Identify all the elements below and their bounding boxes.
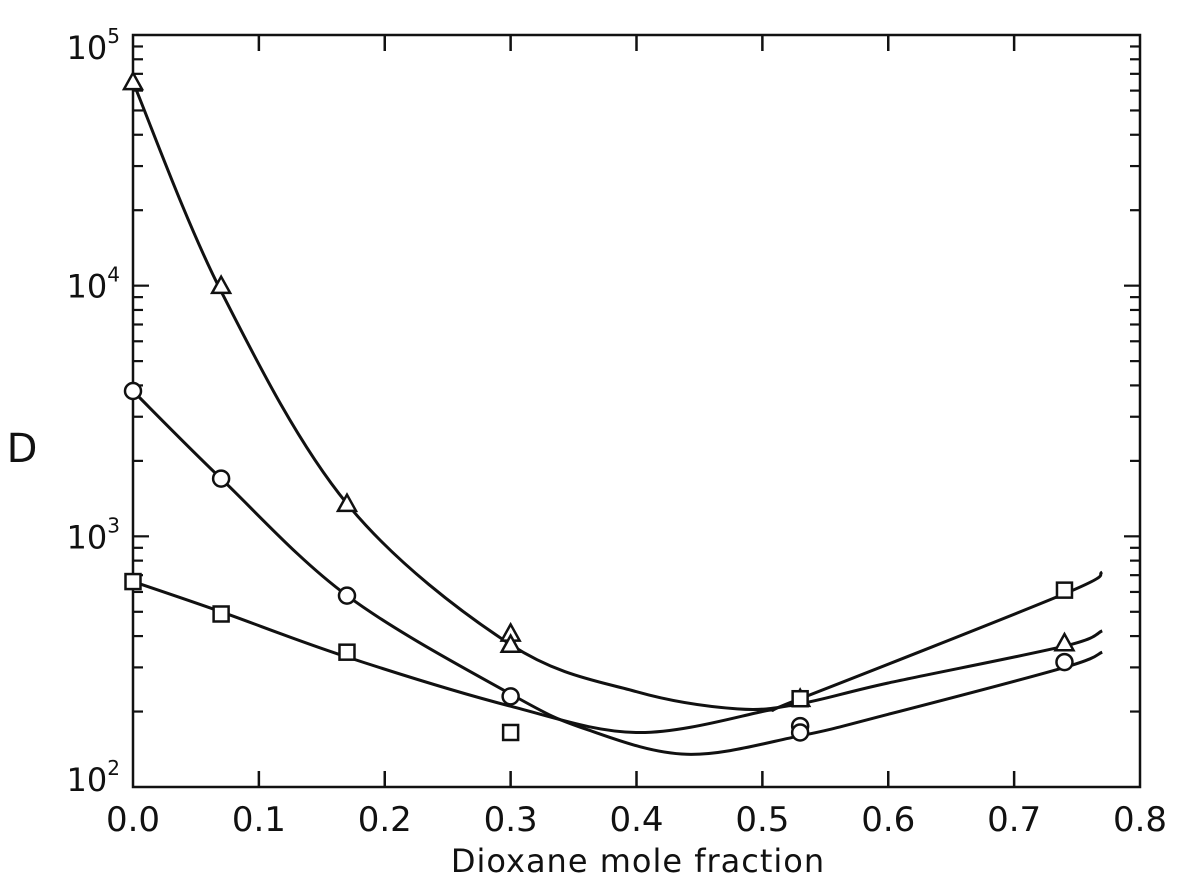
triangle-marker xyxy=(121,70,145,91)
axes-frame-layer xyxy=(131,33,1142,789)
x-tick-label: 0.4 xyxy=(609,800,663,840)
y-tick-label: 103 xyxy=(67,513,120,556)
circle-marker xyxy=(123,381,143,401)
y-tick-label-base: 10 xyxy=(67,761,108,799)
circle-marker xyxy=(790,723,810,742)
square-marker xyxy=(1055,581,1074,599)
y-tick-label: 104 xyxy=(67,263,120,306)
square-marker xyxy=(338,643,356,661)
y-tick-label-exponent: 3 xyxy=(107,513,120,537)
circle-marker xyxy=(211,469,231,488)
triangle-marker xyxy=(499,632,522,654)
x-tick-label: 0.8 xyxy=(1113,800,1167,840)
y-tick-label-base: 10 xyxy=(67,268,108,306)
x-tick-label: 0.7 xyxy=(987,800,1041,840)
circle-series-curve xyxy=(131,389,1103,756)
triangle-series-curve xyxy=(131,81,1103,711)
curves-layer xyxy=(131,81,1104,756)
y-tick-label-exponent: 5 xyxy=(107,24,120,48)
y-tick-label: 102 xyxy=(67,756,120,799)
y-tick-label-exponent: 2 xyxy=(107,756,120,780)
x-axis-label: Dioxane mole fraction xyxy=(451,842,825,880)
y-tick-label: 105 xyxy=(67,24,120,67)
circle-marker xyxy=(1055,652,1074,672)
y-tick-label-base: 10 xyxy=(67,518,108,556)
triangle-marker xyxy=(209,274,233,295)
square-marker xyxy=(212,605,230,623)
markers-layer xyxy=(121,70,1076,742)
x-tick-label: 0.0 xyxy=(106,800,160,840)
triangle-marker xyxy=(1053,631,1076,652)
y-axis-label: D xyxy=(7,426,38,472)
square-marker xyxy=(124,572,142,591)
square-marker xyxy=(791,689,809,708)
circle-marker xyxy=(501,687,520,706)
y-tick-label-exponent: 4 xyxy=(107,263,120,287)
x-tick-label: 0.6 xyxy=(861,800,915,840)
x-tick-label: 0.2 xyxy=(358,800,412,840)
square-marker xyxy=(501,723,520,742)
x-tick-label: 0.1 xyxy=(232,800,286,840)
x-tick-label: 0.5 xyxy=(735,800,789,840)
y-tick-label-base: 10 xyxy=(67,29,108,67)
triangle-marker xyxy=(335,492,359,513)
square-series-curve xyxy=(132,570,1104,735)
x-tick-label: 0.3 xyxy=(484,800,538,840)
circle-marker xyxy=(337,586,357,605)
